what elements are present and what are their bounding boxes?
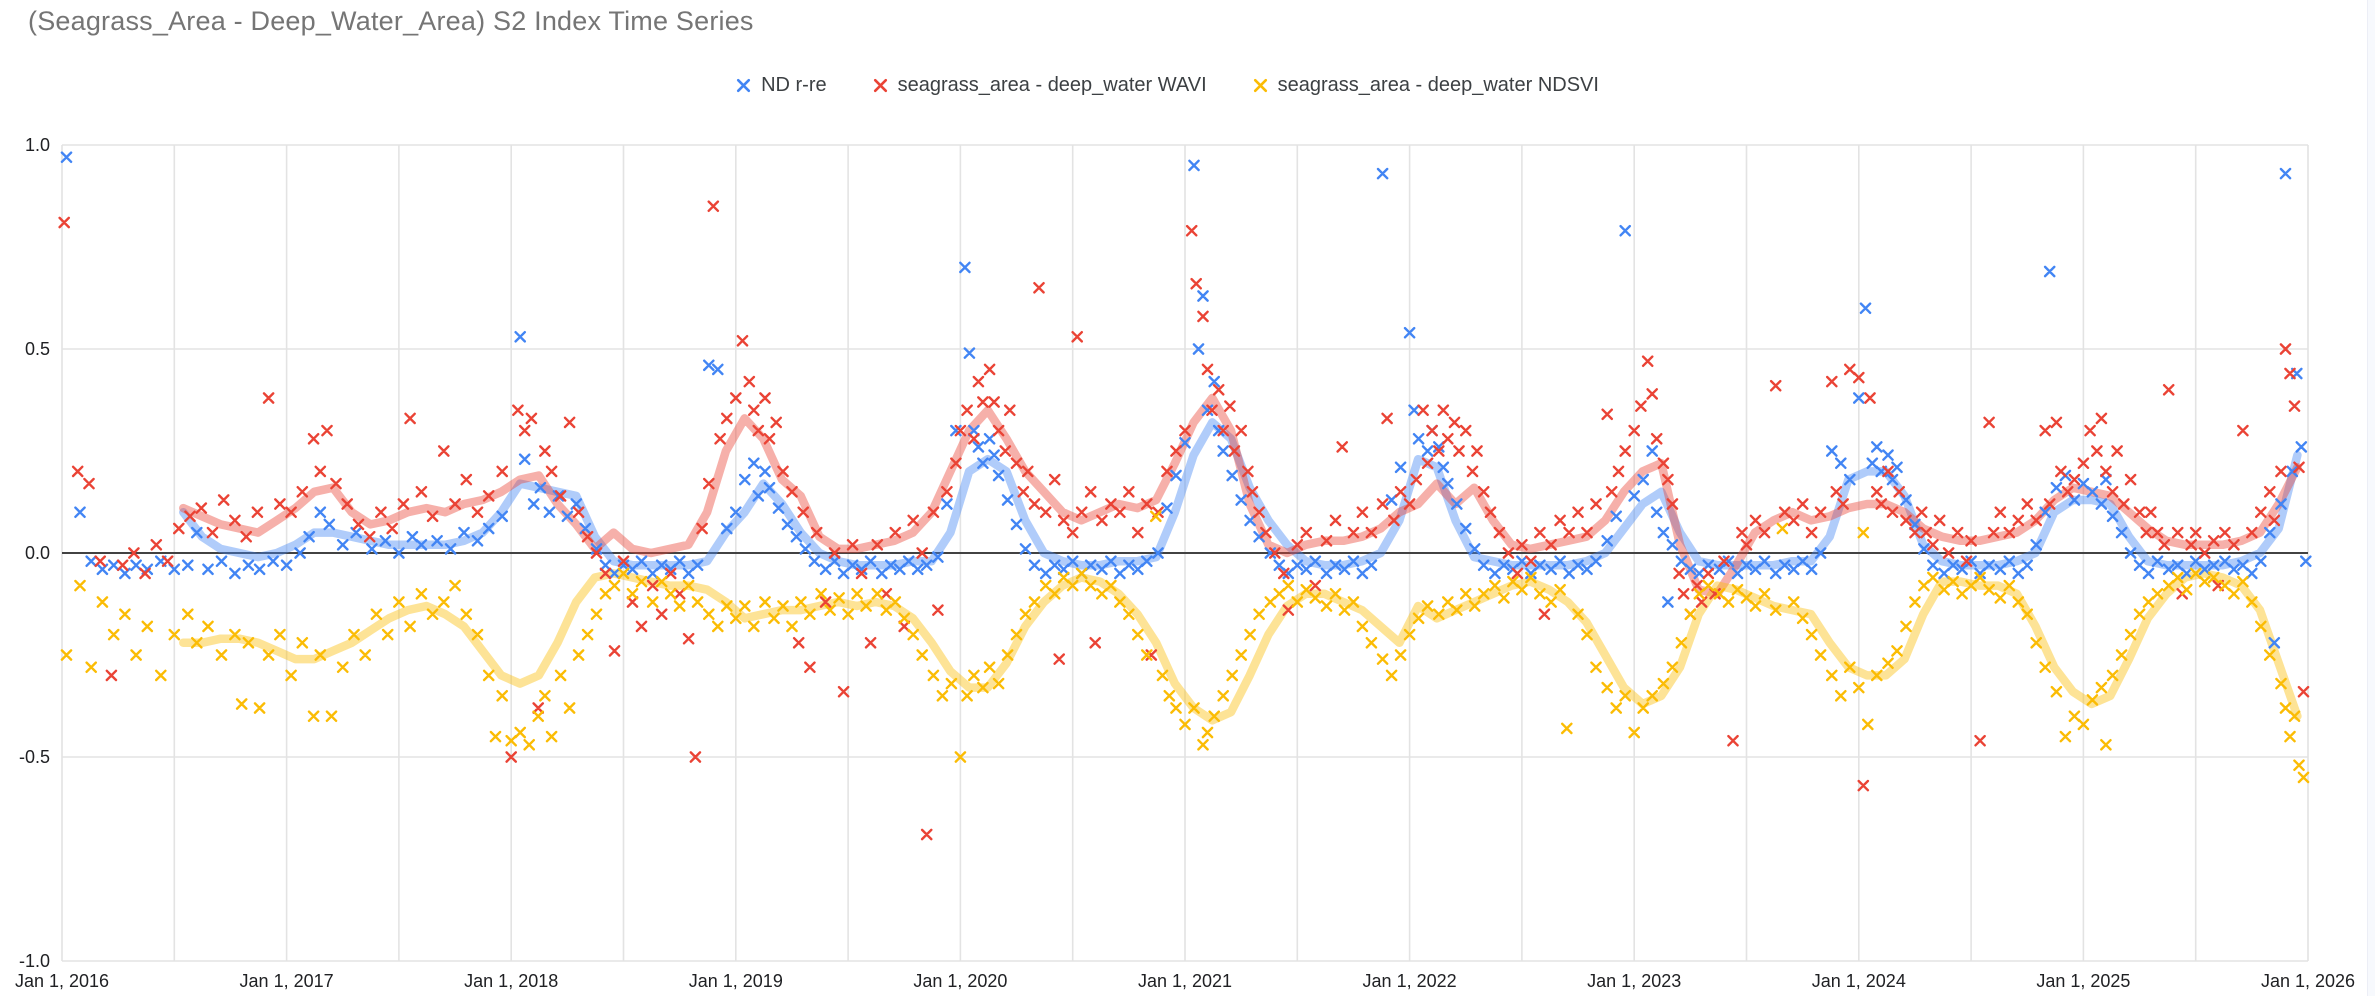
x-tick-label: Jan 1, 2023 (1587, 971, 1681, 991)
y-tick-label: 0.0 (25, 543, 50, 563)
x-tick-label: Jan 1, 2018 (464, 971, 558, 991)
trend-line-seagrass-area-deep-water-ndsvi (179, 569, 2302, 725)
x-tick-label: Jan 1, 2017 (240, 971, 334, 991)
legend-item-label: ND r-re (761, 74, 827, 96)
y-tick-label: 0.5 (25, 339, 50, 359)
x-tick-label: Jan 1, 2022 (1363, 971, 1457, 991)
x-tick-label: Jan 1, 2026 (2261, 971, 2355, 991)
legend-item-label: seagrass_area - deep_water NDSVI (1277, 74, 1599, 96)
x-tick-label: Jan 1, 2021 (1138, 971, 1232, 991)
x-tick-label: Jan 1, 2024 (1812, 971, 1906, 991)
x-marker-icon (1253, 78, 1267, 93)
legend-item-ndsvi[interactable]: seagrass_area - deep_water NDSVI (1253, 74, 1599, 97)
y-tick-label: -0.5 (19, 747, 50, 767)
y-tick-label: -1.0 (19, 951, 50, 971)
scatter-series-nd-r-re (60, 151, 2312, 649)
x-tick-label: Jan 1, 2020 (913, 971, 1007, 991)
y-tick-label: 1.0 (25, 135, 50, 155)
scatter-series-seagrass-area-deep-water-wavi (58, 200, 2310, 841)
right-panel-edge (2367, 0, 2375, 996)
trend-line-nd-r-re (179, 418, 2302, 570)
legend: ND r-re seagrass_area - deep_water WAVI … (0, 74, 2335, 97)
x-tick-label: Jan 1, 2019 (689, 971, 783, 991)
x-marker-icon (736, 78, 751, 93)
x-tick-label: Jan 1, 2025 (2036, 971, 2130, 991)
legend-item-nd-r-re[interactable]: ND r-re (736, 74, 827, 97)
x-tick-labels: Jan 1, 2016 Jan 1, 2017 Jan 1, 2018 Jan 1, … (15, 971, 2355, 991)
chart-title: (Seagrass_Area - Deep_Water_Area) S2 Ind… (28, 6, 754, 36)
y-gridlines (62, 144, 2308, 962)
y-tick-labels: 1.0 0.5 0.0 -0.5 -1.0 (19, 135, 50, 971)
legend-item-label: seagrass_area - deep_water WAVI (897, 74, 1207, 96)
x-marker-icon (873, 78, 887, 93)
legend-item-wavi[interactable]: seagrass_area - deep_water WAVI (873, 74, 1207, 97)
x-tick-label: Jan 1, 2016 (15, 971, 109, 991)
scatter-series-seagrass-area-deep-water-ndsvi (60, 510, 2310, 784)
trend-line-seagrass-area-deep-water-wavi (179, 393, 2302, 599)
